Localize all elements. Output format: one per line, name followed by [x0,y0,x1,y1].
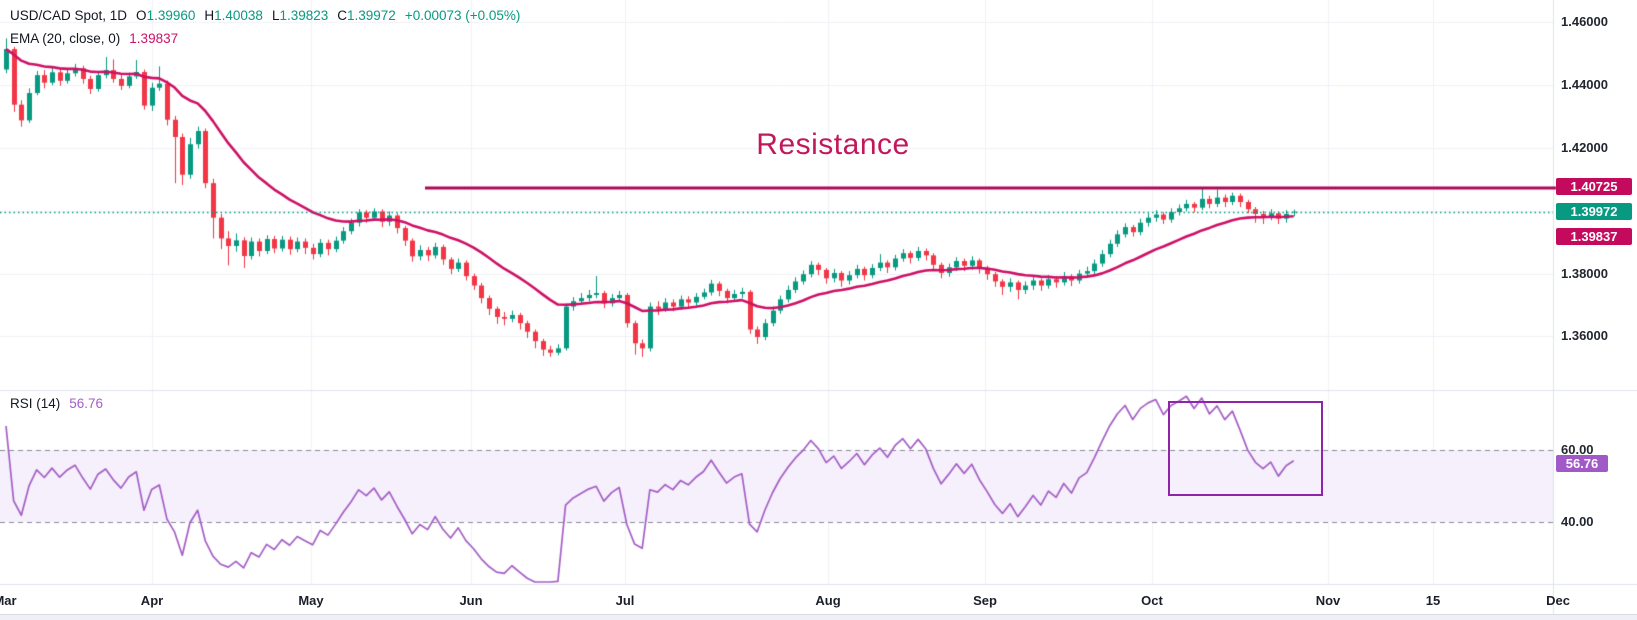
time-tick-dec[interactable]: Dec [1546,593,1570,608]
time-tick-oct[interactable]: Oct [1141,593,1163,608]
time-tick-jun[interactable]: Jun [459,593,483,608]
price-tick[interactable]: 1.42000 [1561,140,1608,155]
rsi-label: RSI (14) [10,396,61,411]
ema-indicator-legend[interactable]: EMA (20, close, 0) 1.39837 [10,31,178,46]
price-tick[interactable]: 1.38000 [1561,265,1608,281]
resistance-annotation-label: Resistance [756,128,910,161]
change-value: +0.00073 (+0.05%) [404,8,521,23]
time-tick-apr[interactable]: Apr [140,593,164,608]
time-tick-may[interactable]: May [298,593,324,608]
low-value: L1.39823 [271,8,329,23]
price-badge-last-close: 1.39972 [1556,203,1632,220]
price-tick[interactable]: 1.36000 [1561,328,1608,344]
time-tick-nov[interactable]: Nov [1315,593,1341,608]
time-tick-15[interactable]: 15 [1425,593,1441,608]
rsi-tick[interactable]: 40.00 [1561,514,1594,529]
rsi-highlight-box [1168,401,1323,496]
price-badge-resistance: 1.40725 [1556,178,1632,195]
ema-value: 1.39837 [129,31,179,46]
symbol-title: USD/CAD Spot, 1D [10,8,128,23]
rsi-badge-value: 56.76 [1556,455,1608,472]
rsi-indicator-legend[interactable]: RSI (14) 56.76 [10,396,103,411]
time-tick-jul[interactable]: Jul [615,593,635,608]
rsi-tick[interactable]: 60.00 [1561,442,1594,457]
time-tick-aug[interactable]: Aug [815,593,841,608]
rsi-value: 56.76 [69,396,104,411]
price-tick[interactable]: 1.46000 [1561,14,1608,30]
high-value: H1.40038 [204,8,263,23]
ema-label: EMA (20, close, 0) [10,31,121,46]
price-tick[interactable]: 1.44000 [1561,77,1608,93]
close-value: C1.39972 [337,8,396,23]
bottom-toolbar-edge [0,614,1637,620]
price-badge-ema: 1.39837 [1556,228,1632,245]
time-tick-sep[interactable]: Sep [973,593,997,608]
open-value: O1.39960 [136,8,196,23]
symbol-legend[interactable]: USD/CAD Spot, 1D O1.39960 H1.40038 L1.39… [10,8,520,23]
time-tick-mar[interactable]: Mar [0,593,17,608]
